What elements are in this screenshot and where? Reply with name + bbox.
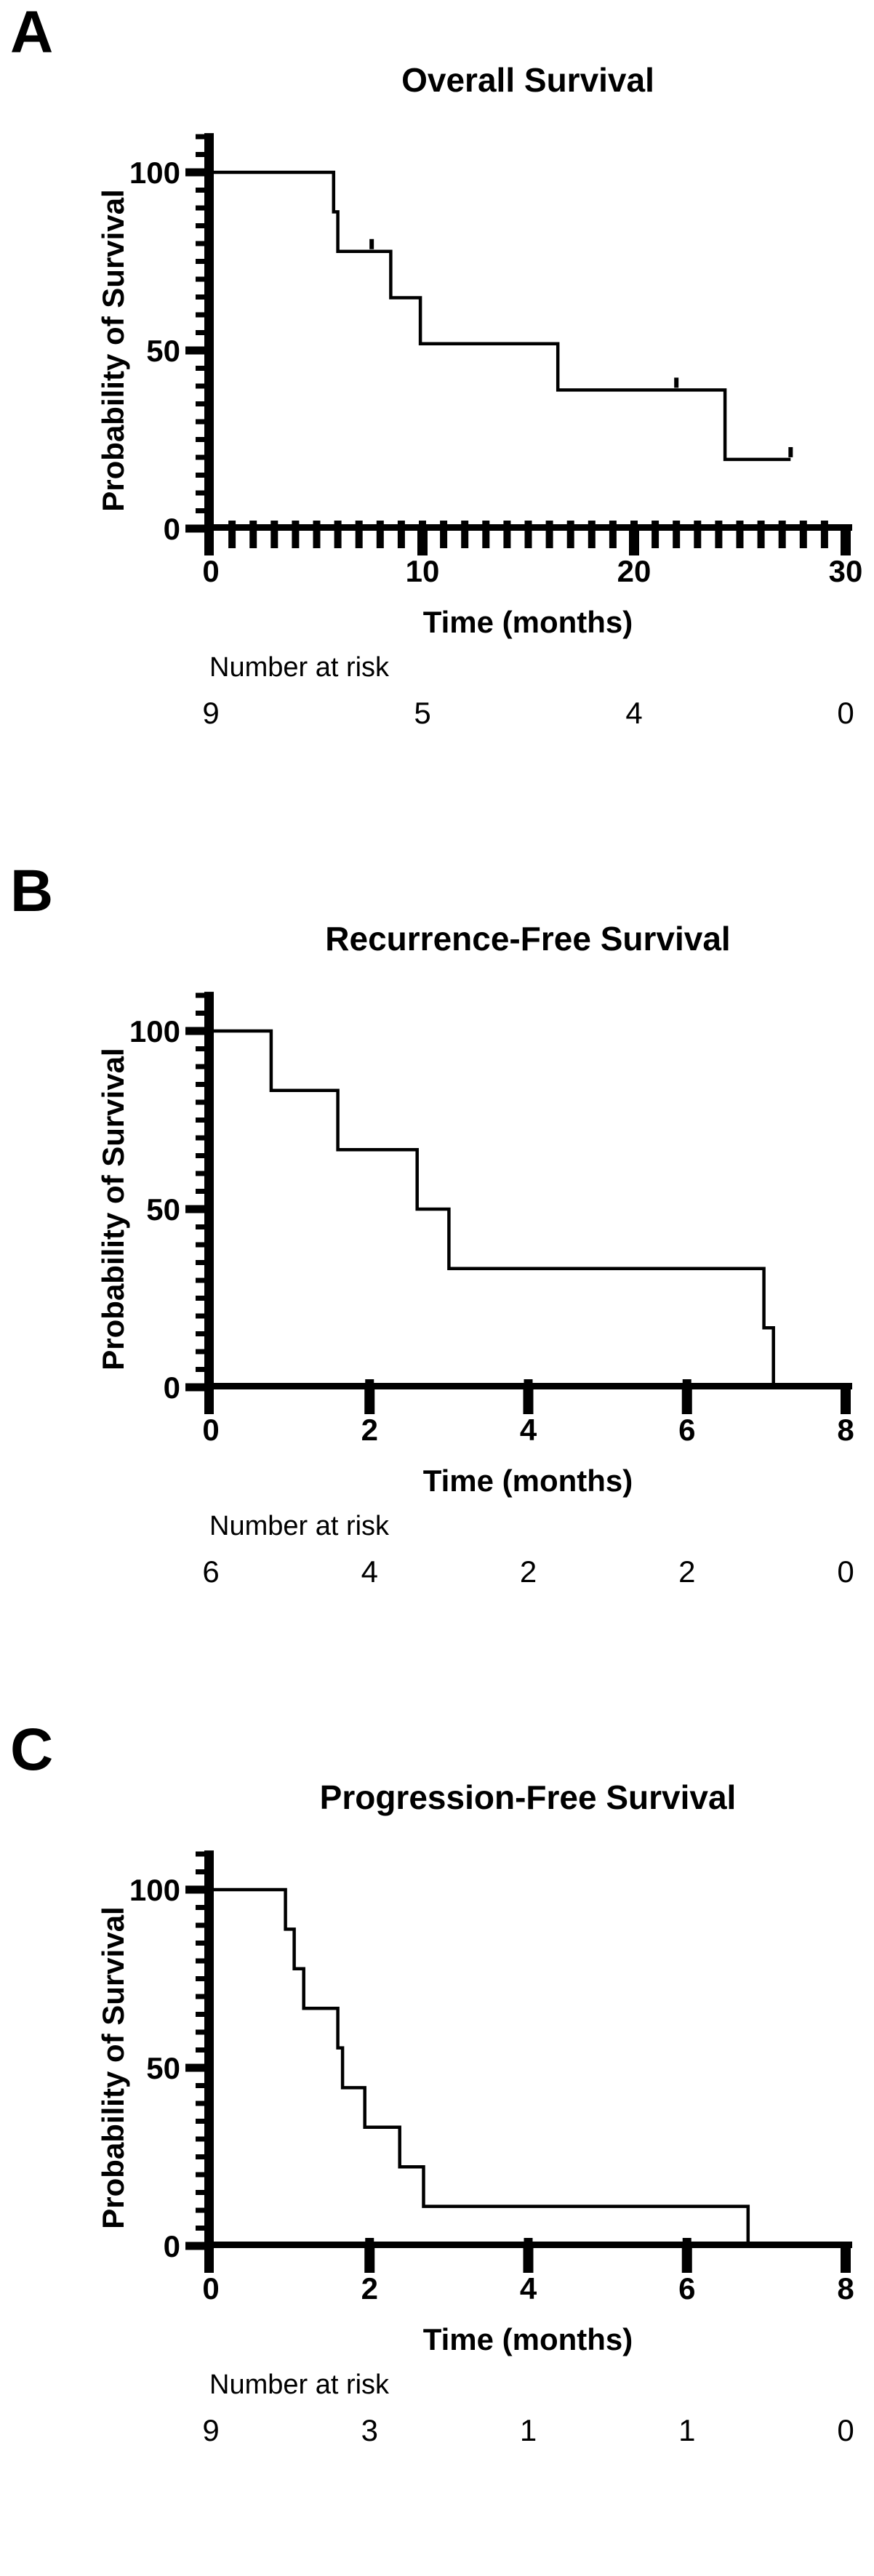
km-panel-c: C Progression-Free Survival Probability … — [10, 1717, 854, 2447]
x-tick-label: 6 — [678, 1413, 695, 1447]
risk-count: 0 — [837, 696, 854, 730]
y-tick-label: 50 — [146, 1192, 180, 1227]
y-axis-label: Probability of Survival — [96, 189, 130, 511]
chart-title: Overall Survival — [401, 61, 654, 99]
x-tick-label: 2 — [361, 2271, 378, 2306]
risk-count: 9 — [202, 696, 219, 730]
x-tick-label: 10 — [406, 554, 440, 588]
x-tick-label: 0 — [202, 2271, 219, 2306]
y-tick-label: 0 — [164, 2229, 180, 2263]
x-axis-label: Time (months) — [423, 605, 633, 639]
risk-count: 1 — [678, 2413, 695, 2447]
y-tick-label: 50 — [146, 334, 180, 368]
km-step-line — [211, 170, 791, 462]
x-tick-label: 4 — [520, 2271, 537, 2306]
number-at-risk-label: Number at risk — [209, 1511, 390, 1541]
survival-curve — [211, 170, 793, 462]
x-axis-label: Time (months) — [423, 1464, 633, 1498]
risk-count: 1 — [520, 2413, 537, 2447]
number-at-risk-label: Number at risk — [209, 652, 390, 683]
km-figure-page: { "figure": { "background_color": "#ffff… — [10, 0, 863, 2447]
y-tick-label: 0 — [164, 512, 180, 546]
km-step-line — [211, 1029, 775, 1387]
risk-count: 4 — [625, 696, 642, 730]
km-panel-b: B Recurrence-Free Survival Probability o… — [10, 859, 854, 1589]
panel-letter: B — [10, 859, 53, 924]
y-tick-label: 100 — [129, 1014, 180, 1048]
chart-title: Progression-Free Survival — [320, 1778, 737, 1816]
risk-count: 2 — [520, 1554, 537, 1589]
risk-count: 9 — [202, 2413, 219, 2447]
x-tick-label: 2 — [361, 1413, 378, 1447]
chart-title: Recurrence-Free Survival — [325, 920, 730, 958]
survival-curve — [211, 1029, 775, 1387]
km-step-line — [211, 1887, 750, 2246]
y-axis-label: Probability of Survival — [96, 1906, 130, 2228]
risk-counts-row: 9 5 4 0 — [202, 696, 854, 730]
y-tick-label: 50 — [146, 2051, 180, 2085]
risk-count: 5 — [414, 696, 430, 730]
panel-letter: C — [10, 1717, 53, 1783]
y-tick-label: 100 — [129, 1873, 180, 1907]
plot-axes: 0 50 100 0 2 4 6 8 — [129, 1850, 854, 2306]
risk-count: 0 — [837, 1554, 854, 1589]
survival-curve — [211, 1887, 750, 2246]
risk-counts-row: 9 3 1 1 0 — [202, 2413, 854, 2447]
plot-axes: 0 50 100 0 2 4 6 8 — [129, 992, 854, 1447]
x-tick-label: 4 — [520, 1413, 537, 1447]
x-tick-label: 30 — [829, 554, 863, 588]
risk-count: 6 — [202, 1554, 219, 1589]
risk-count: 0 — [837, 2413, 854, 2447]
y-tick-label: 0 — [164, 1371, 180, 1405]
x-tick-label: 6 — [678, 2271, 695, 2306]
risk-counts-row: 6 4 2 2 0 — [202, 1554, 854, 1589]
panel-letter: A — [10, 0, 53, 65]
x-tick-label: 0 — [202, 1413, 219, 1447]
y-tick-label: 100 — [129, 156, 180, 190]
risk-count: 4 — [361, 1554, 378, 1589]
number-at-risk-label: Number at risk — [209, 2370, 390, 2400]
plot-axes: 0 50 100 0 10 20 30 — [129, 133, 862, 588]
x-tick-label: 0 — [202, 554, 219, 588]
risk-count: 2 — [678, 1554, 695, 1589]
x-tick-label: 8 — [837, 1413, 854, 1447]
x-axis-label: Time (months) — [423, 2322, 633, 2356]
risk-count: 3 — [361, 2413, 378, 2447]
km-panel-a: A Overall Survival Probability of Surviv… — [10, 0, 862, 730]
y-axis-label: Probability of Survival — [96, 1048, 130, 1370]
x-tick-label: 8 — [837, 2271, 854, 2306]
x-tick-label: 20 — [617, 554, 652, 588]
